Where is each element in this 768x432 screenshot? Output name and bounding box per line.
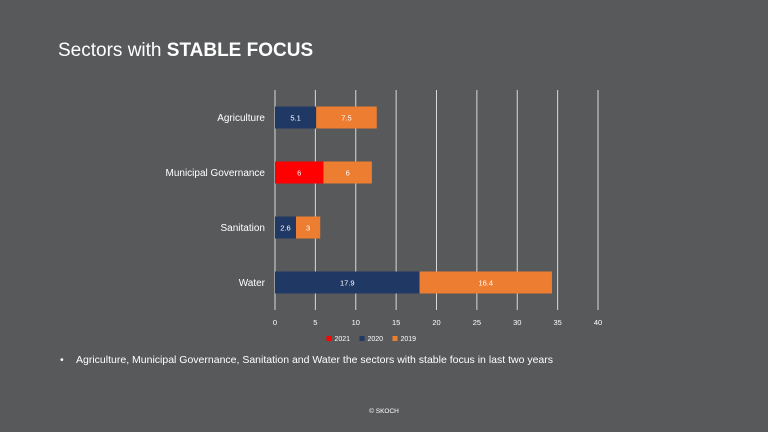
- data-label: 6: [346, 169, 350, 178]
- x-tick-label: 15: [392, 318, 400, 327]
- legend-label: 2019: [401, 336, 417, 343]
- x-tick-label: 0: [273, 318, 277, 327]
- x-tick-label: 35: [553, 318, 561, 327]
- category-label: Municipal Governance: [166, 168, 266, 179]
- data-label: 16.4: [478, 279, 493, 288]
- bar-segment: [275, 106, 317, 129]
- x-tick-label: 30: [513, 318, 521, 327]
- bar-segment: [419, 271, 552, 294]
- bullet-point: • Agriculture, Municipal Governance, Sani…: [60, 354, 553, 366]
- slide-title: Sectors with STABLE FOCUS: [58, 40, 313, 62]
- legend-swatch: [326, 336, 332, 341]
- data-label: 2.6: [280, 224, 290, 233]
- legend-swatch: [359, 336, 365, 341]
- data-label: 5.1: [290, 114, 300, 123]
- data-label: 7.5: [341, 114, 351, 123]
- data-label: 17.9: [340, 279, 355, 288]
- copyright-footer: © SKOCH: [369, 408, 399, 415]
- slide-title-regular: Sectors with: [58, 40, 167, 61]
- category-label: Sanitation: [221, 223, 265, 234]
- bar-segment: [275, 216, 296, 239]
- slide-title-bold: STABLE FOCUS: [166, 40, 314, 61]
- bullet-text: Agriculture, Municipal Governance, Sanit…: [76, 354, 554, 366]
- data-label: 6: [297, 169, 301, 178]
- x-tick-label: 40: [594, 318, 602, 327]
- x-tick-label: 5: [313, 318, 317, 327]
- x-tick-label: 10: [352, 318, 360, 327]
- x-tick-label: 20: [432, 318, 440, 327]
- bar-segment: [275, 161, 324, 184]
- x-tick-label: 25: [473, 318, 481, 327]
- legend-swatch: [392, 336, 398, 341]
- bar-segment: [316, 106, 377, 129]
- bar-segment: [323, 161, 372, 184]
- bullet-dot: •: [60, 354, 64, 366]
- bar-segment: [295, 216, 321, 239]
- legend-label: 2021: [335, 336, 351, 343]
- data-label: 3: [306, 224, 310, 233]
- category-label: Water: [239, 278, 266, 289]
- bar-segment: [275, 271, 420, 294]
- category-label: Agriculture: [217, 113, 265, 124]
- legend-label: 2020: [368, 336, 384, 343]
